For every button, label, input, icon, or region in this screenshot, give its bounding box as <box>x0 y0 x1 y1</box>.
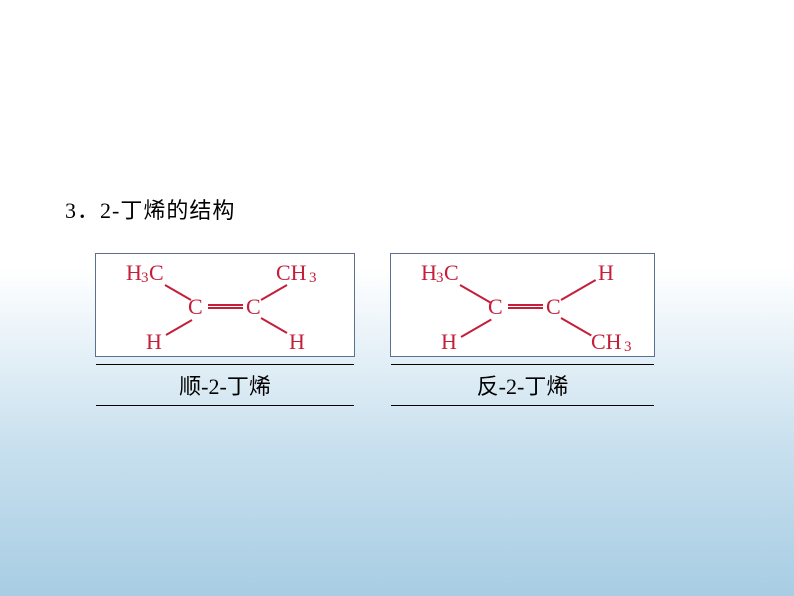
cis-double-bond <box>208 304 243 309</box>
cis-bond-br <box>261 317 288 334</box>
cis-overline <box>96 364 354 365</box>
trans-bond-tr <box>561 279 597 301</box>
cis-top-left-c: C <box>149 260 164 286</box>
cis-label-row: 顺-2-丁烯 <box>96 364 354 406</box>
cis-top-left-h: H <box>126 260 142 286</box>
cis-center-right-c: C <box>246 294 261 320</box>
trans-bottom-right-ch: CH <box>591 329 622 355</box>
trans-top-right-h: H <box>598 260 614 286</box>
cis-top-left-sub: 3 <box>141 270 149 287</box>
trans-bond-br <box>561 317 592 336</box>
trans-top-left-sub: 3 <box>436 270 444 287</box>
trans-bottom-left-h: H <box>441 329 457 355</box>
trans-label: 反-2-丁烯 <box>477 369 569 401</box>
trans-overline <box>391 364 654 365</box>
cis-block: H 3 C CH 3 C C H H 顺-2-丁烯 <box>95 253 355 406</box>
cis-bond-bl <box>166 319 193 336</box>
section-heading: 3．2-丁烯的结构 <box>65 193 235 225</box>
cis-bond-tr <box>261 284 288 301</box>
trans-top-left-h: H <box>421 260 437 286</box>
trans-block: H 3 C H C C H CH 3 反-2-丁烯 <box>390 253 655 406</box>
cis-top-right-sub: 3 <box>309 270 317 287</box>
trans-double-bond <box>508 304 543 309</box>
trans-bottom-right-sub: 3 <box>624 339 632 356</box>
cis-top-right-ch: CH <box>276 260 307 286</box>
cis-bottom-right-h: H <box>289 329 305 355</box>
cis-bottom-left-h: H <box>146 329 162 355</box>
trans-underline <box>391 405 654 406</box>
cis-bond-tl <box>165 284 192 301</box>
trans-bond-tl <box>460 284 491 303</box>
diagram-row: H 3 C CH 3 C C H H 顺-2-丁烯 <box>95 253 655 406</box>
cis-structure-box: H 3 C CH 3 C C H H <box>95 253 355 357</box>
trans-structure-box: H 3 C H C C H CH 3 <box>390 253 655 357</box>
trans-center-left-c: C <box>488 294 503 320</box>
cis-underline <box>96 405 354 406</box>
trans-bond-bl <box>461 319 492 338</box>
trans-top-left-c: C <box>444 260 459 286</box>
cis-label: 顺-2-丁烯 <box>179 369 271 401</box>
trans-center-right-c: C <box>546 294 561 320</box>
trans-label-row: 反-2-丁烯 <box>391 364 654 406</box>
